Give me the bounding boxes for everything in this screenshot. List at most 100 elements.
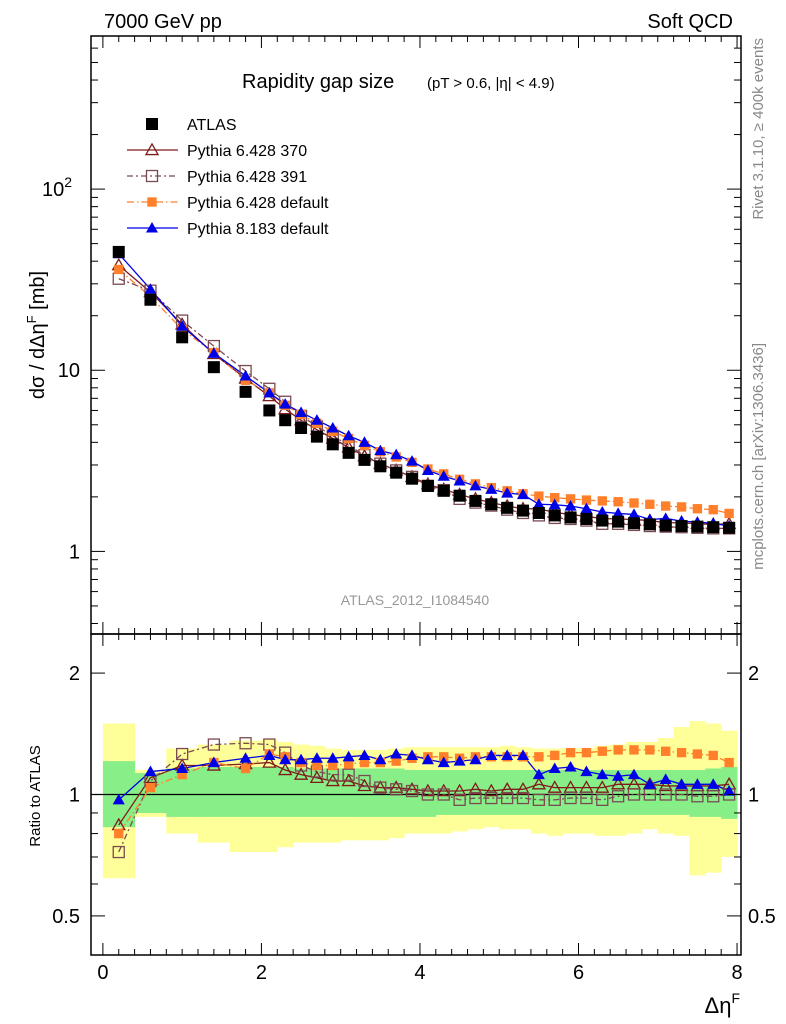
ratio-point-s3 <box>469 753 482 765</box>
atlas-data-point <box>485 498 498 511</box>
ratio-point-s0 <box>515 781 531 795</box>
legend-entry: ATLAS <box>146 117 237 134</box>
main-point-s4 <box>627 508 641 519</box>
ratio-point-s1 <box>675 788 688 801</box>
atlas-data-point <box>406 472 419 485</box>
atlas-data-point <box>627 517 640 530</box>
main-point-s3 <box>613 497 623 507</box>
header-right: Soft QCD <box>647 11 733 33</box>
ratio-point-s2 <box>343 759 354 769</box>
ratio-point-s1 <box>580 791 593 805</box>
ratio-point-s0 <box>373 780 388 793</box>
rivet-label: Rivet 3.1.10, ≥ 400k events <box>750 38 767 220</box>
ratio-point-s1 <box>239 737 252 750</box>
legend-label: ATLAS <box>187 117 237 134</box>
ratio-point-s1 <box>707 790 720 803</box>
main-point-s3 <box>581 495 592 505</box>
main-point-s4 <box>596 505 609 517</box>
legend-marker <box>146 118 158 130</box>
main-point-s4 <box>564 499 577 511</box>
ratio-point-s2 <box>145 782 156 793</box>
main-point-s3 <box>629 498 639 508</box>
ratio-point-s3 <box>723 784 736 796</box>
ratio-point-s3 <box>612 770 625 781</box>
ratio-point-s1 <box>358 774 371 788</box>
main-point-s4 <box>176 320 189 331</box>
band-inner-bin <box>419 770 437 817</box>
ratio-point-s3 <box>144 765 157 777</box>
band-inner-bin <box>277 766 294 817</box>
ratio-point-s0 <box>262 755 277 768</box>
ratio-point-s3 <box>643 778 656 789</box>
main-point-s4 <box>612 507 625 518</box>
main-point-s4 <box>239 369 252 381</box>
x-tick-label: 8 <box>731 962 742 984</box>
y-tick-label: 10 <box>58 360 80 382</box>
ratio-point-s2 <box>328 760 338 771</box>
ratio-point-s2 <box>534 752 544 762</box>
ratio-point-s2 <box>359 757 370 768</box>
ratio-point-s3 <box>437 756 450 768</box>
legend-label: Pythia 8.183 default <box>187 221 329 238</box>
legend-marker <box>145 221 159 233</box>
ratio-point-s1 <box>548 793 561 806</box>
ratio-point-s2 <box>708 750 718 761</box>
band-inner-bin <box>134 773 167 813</box>
ratio-point-s3 <box>374 753 387 765</box>
atlas-data-point <box>326 438 339 451</box>
ratio-point-s1 <box>207 738 221 751</box>
ratio-ylabel: Ratio to ATLAS <box>27 745 44 846</box>
main-point-s3 <box>597 496 607 506</box>
ratio-point-s2 <box>645 745 655 755</box>
main-point-s4 <box>390 448 403 460</box>
ratio-point-s1 <box>421 788 435 801</box>
main-point-s4 <box>532 498 545 509</box>
ratio-point-s2 <box>312 760 322 771</box>
ratio-point-s0 <box>531 776 547 790</box>
ratio-point-s1 <box>469 791 482 805</box>
ratio-point-s1 <box>453 793 466 806</box>
ratio-point-s3 <box>580 765 593 777</box>
main-point-s4 <box>437 470 450 481</box>
ratio-point-s0 <box>484 783 499 797</box>
ratio-y-tick-label-left: 2 <box>69 663 80 685</box>
main-point-s3 <box>724 508 734 519</box>
ratio-point-s2 <box>692 749 703 759</box>
ratio-uncertainty-bands <box>102 721 738 879</box>
atlas-data-point <box>675 520 688 533</box>
chart-subtitle: (pT > 0.6, |η| < 4.9) <box>427 75 555 92</box>
ratio-point-s3 <box>707 778 720 789</box>
ratio-point-s2 <box>724 757 734 768</box>
ratio-point-s2 <box>565 747 576 758</box>
ratio-point-s1 <box>374 781 387 794</box>
main-point-s4 <box>501 486 514 498</box>
ratio-point-s1 <box>691 790 704 803</box>
ratio-point-s2 <box>613 745 623 755</box>
legend-entry: Pythia 6.428 391 <box>127 169 307 186</box>
main-point-s4 <box>516 488 530 500</box>
band-inner-bin <box>451 770 469 815</box>
x-tick-label: 0 <box>97 962 108 984</box>
ratio-point-s3 <box>207 756 220 768</box>
ratio-point-s2 <box>240 763 251 774</box>
ratio-point-s1 <box>405 784 419 798</box>
ratio-point-s1 <box>516 791 530 805</box>
ratio-point-s1 <box>112 845 125 859</box>
main-point-s4 <box>207 347 220 358</box>
band-inner-bin <box>610 770 627 815</box>
ratio-y-tick-label-right: 2 <box>748 663 759 685</box>
ratio-point-s0 <box>595 780 610 793</box>
ratio-point-s3 <box>691 778 704 789</box>
atlas-data-point <box>643 518 656 531</box>
main-point-s4 <box>295 406 308 417</box>
ratio-point-s1 <box>485 791 498 805</box>
ratio-point-s3 <box>326 752 339 763</box>
ratio-point-s3 <box>485 749 498 760</box>
ratio-point-s3 <box>453 755 466 766</box>
band-inner-bin <box>673 770 690 815</box>
ratio-point-s3 <box>548 762 561 774</box>
band-inner-bin <box>626 770 643 815</box>
ratio-point-s1 <box>596 793 609 806</box>
main-point-s4 <box>405 455 419 466</box>
main-ylabel-group: dσ / dΔηF [mb] <box>24 271 49 399</box>
